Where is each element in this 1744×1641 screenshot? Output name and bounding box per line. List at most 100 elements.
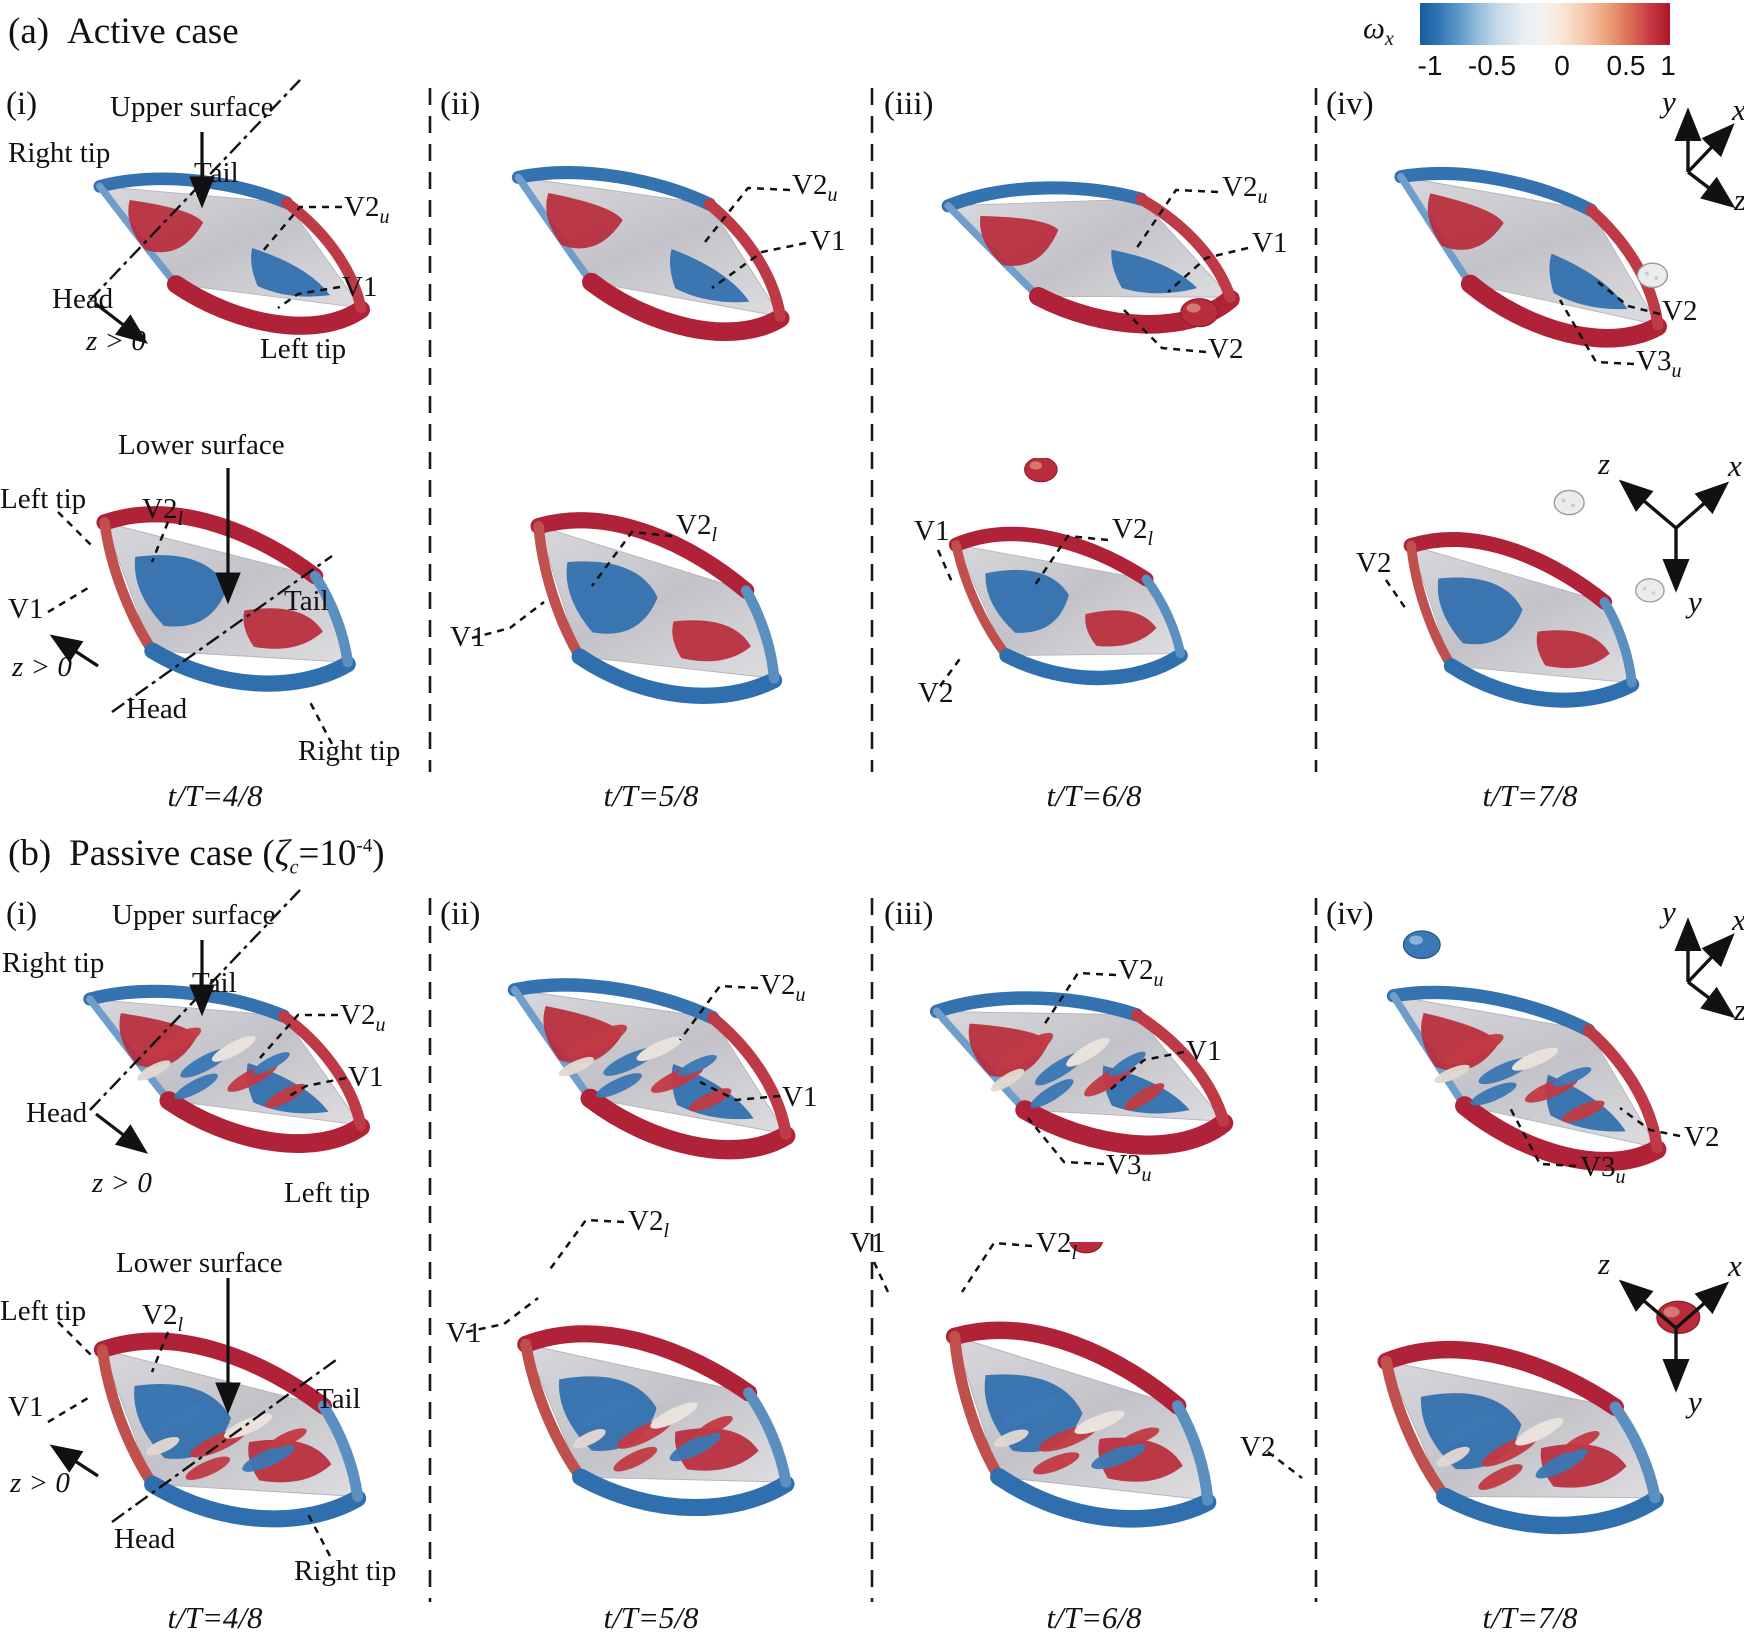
axis-label-x: x [1732, 92, 1744, 128]
col-marker-a-iv: (iv) [1326, 86, 1374, 122]
label-v2u: V2u [792, 169, 838, 206]
label-tail: Tail [316, 1383, 361, 1415]
col-marker-b-i: (i) [6, 896, 38, 932]
colorbar-gradient [1420, 3, 1670, 45]
time-label: t/T=5/8 [603, 1600, 699, 1635]
label-v2: V2 [918, 677, 954, 709]
label-left-tip: Left tip [260, 333, 347, 365]
axis-label-z: z [1734, 182, 1744, 218]
label-z-direction: z > 0 [86, 325, 146, 357]
label-v2u: V2u [340, 999, 386, 1036]
label-v1: V1 [850, 1227, 886, 1259]
label-v1: V1 [446, 1317, 482, 1349]
label-v1: V1 [342, 271, 378, 303]
label-v2u: V2u [344, 191, 390, 228]
label-v1: V1 [1186, 1035, 1222, 1067]
label-tail: Tail [192, 967, 237, 999]
wing-a-lower-iv [1318, 489, 1665, 734]
label-right-tip: Right tip [8, 137, 111, 169]
wing-b-upper-ii [448, 918, 860, 1208]
col-marker-b-ii: (ii) [440, 896, 481, 932]
label-head: Head [52, 283, 114, 315]
label-head: Head [126, 693, 188, 725]
label-v1: V1 [348, 1061, 384, 1093]
label-lower-surface: Lower surface [116, 1247, 283, 1279]
label-right-tip: Right tip [298, 735, 401, 767]
label-left-tip: Left tip [284, 1177, 371, 1209]
col-marker-a-ii: (ii) [440, 86, 481, 122]
label-right-tip: Right tip [2, 947, 105, 979]
wing-b-lower-iii [868, 1242, 1300, 1564]
label-tail: Tail [284, 585, 329, 617]
label-lower-surface: Lower surface [118, 429, 285, 461]
label-tail: Tail [194, 157, 239, 189]
axis-label-z: z [1734, 992, 1744, 1028]
col-marker-a-i: (i) [6, 86, 38, 122]
label-left-tip: Left tip [0, 483, 87, 515]
time-label: t/T=7/8 [1482, 778, 1578, 813]
colorbar-tick: -1 [1417, 50, 1443, 81]
axis-label-z: z [1598, 446, 1611, 481]
axis-label-x: x [1732, 902, 1744, 938]
wing-b-lower-i [22, 1242, 444, 1574]
wing-b-upper-iii [878, 922, 1290, 1212]
col-marker-b-iii: (iii) [884, 896, 934, 932]
label-z-direction: z > 0 [12, 651, 72, 683]
time-label: t/T=6/8 [1046, 1600, 1142, 1635]
section-b-title: (b) Passive case (ζc=10-4) [8, 833, 385, 879]
label-right-tip: Right tip [294, 1555, 397, 1587]
label-v2: V2 [1240, 1431, 1276, 1463]
label-v2l: V2l [676, 509, 718, 546]
colorbar-ticks: -1 -0.5 0 0.5 1 [1417, 50, 1676, 84]
label-v3u: V3u [1580, 1151, 1626, 1188]
axis-label-x: x [1728, 1248, 1742, 1283]
wing-b-upper-iv [1328, 930, 1730, 1218]
label-v1: V1 [914, 515, 950, 547]
label-v1: V1 [810, 225, 846, 257]
label-v2u: V2u [1222, 171, 1268, 208]
label-v2: V2 [1684, 1121, 1720, 1153]
label-v2l: V2l [142, 493, 184, 530]
wing-b-lower-iv [1308, 1300, 1701, 1580]
label-v1: V1 [782, 1081, 818, 1113]
label-v2: V2 [1662, 295, 1698, 327]
wing-b-lower-ii [448, 1232, 870, 1564]
label-head: Head [114, 1523, 176, 1555]
label-v2l: V2l [1036, 1227, 1078, 1264]
axis-label-y: y [1662, 84, 1676, 119]
label-v1: V1 [450, 621, 486, 653]
label-v2: V2 [1208, 333, 1244, 365]
label-head: Head [26, 1097, 88, 1129]
label-z-direction: z > 0 [10, 1467, 70, 1499]
colorbar-tick: 0.5 [1606, 50, 1646, 81]
axis-label-y: y [1662, 894, 1676, 929]
label-v2l: V2l [628, 1205, 670, 1242]
axis-label-y: y [1688, 1384, 1702, 1419]
label-v2u: V2u [1118, 954, 1164, 991]
label-left-tip: Left tip [0, 1295, 87, 1327]
colorbar-label: ωx [1363, 10, 1394, 51]
col-marker-b-iv: (iv) [1326, 896, 1374, 932]
time-label: t/T=5/8 [603, 778, 699, 813]
colorbar-tick: -0.5 [1467, 50, 1517, 81]
label-v1: V1 [1252, 227, 1288, 259]
col-marker-a-iii: (iii) [884, 86, 934, 122]
label-v1: V1 [8, 1391, 44, 1423]
label-z-direction: z > 0 [92, 1167, 152, 1199]
time-label: t/T=7/8 [1482, 1600, 1578, 1635]
label-v2l: V2l [142, 1299, 184, 1336]
label-v3u: V3u [1106, 1149, 1152, 1186]
label-v2u: V2u [760, 969, 806, 1006]
wing-a-lower-ii [458, 442, 860, 734]
section-a-title: (a) Active case [8, 11, 239, 52]
label-v2l: V2l [1112, 513, 1154, 550]
label-upper-surface: Upper surface [112, 899, 276, 931]
time-label: t/T=4/8 [167, 778, 263, 813]
wing-a-upper-ii [452, 108, 854, 388]
time-label: t/T=4/8 [167, 1600, 263, 1635]
colorbar-tick: 0 [1554, 50, 1570, 81]
wing-a-lower-i [28, 428, 430, 728]
label-v3u: V3u [1636, 345, 1682, 382]
axis-label-z: z [1598, 1246, 1611, 1281]
